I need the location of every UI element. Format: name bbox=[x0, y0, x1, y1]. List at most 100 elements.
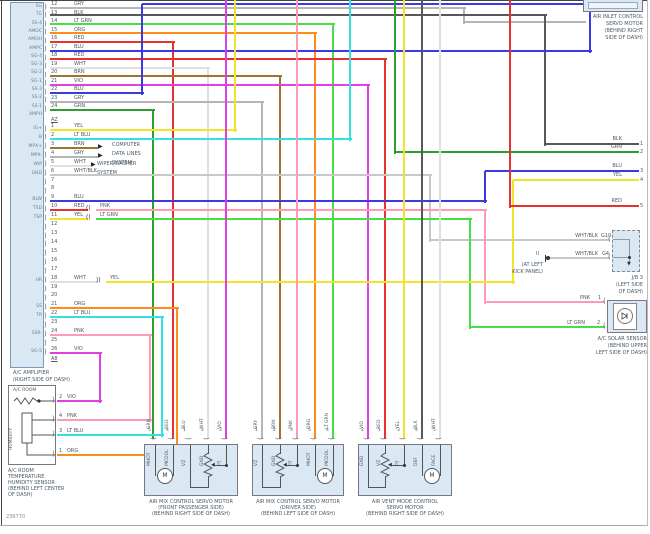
wire-ampc-blu bbox=[50, 50, 592, 52]
pin-number: 3 bbox=[59, 428, 63, 434]
ground-stake-dot bbox=[546, 256, 550, 260]
wire-top-grn bbox=[394, 0, 396, 154]
room-sensor-label-2: TEMPERATURE bbox=[8, 474, 45, 480]
servo-internal-wire bbox=[215, 464, 227, 466]
servo-internal-wire bbox=[384, 477, 386, 488]
pin-number: 18 bbox=[51, 52, 58, 58]
servo-terminal-label: VZ bbox=[254, 459, 259, 466]
pot-junction-dot bbox=[224, 463, 228, 467]
wire-b-ltblu bbox=[349, 0, 351, 141]
servo-terminal-label: PT bbox=[396, 460, 401, 466]
wire-color-label: RED bbox=[74, 203, 85, 210]
wire-hr-yel bbox=[512, 180, 514, 284]
pin-number: 12 bbox=[51, 221, 58, 228]
pin-bracket: ) bbox=[44, 62, 47, 70]
pot-wiper-arrow-icon: ◀ bbox=[388, 462, 392, 468]
wire-top-yel bbox=[403, 0, 405, 439]
jb3-label-3: OF DASH) bbox=[618, 289, 643, 295]
amplifier-pin-name: HR bbox=[35, 277, 42, 283]
servo-internal-wire bbox=[225, 445, 227, 466]
wire-tr-ltblu bbox=[57, 434, 164, 436]
wire-g4-whtblk bbox=[548, 257, 610, 259]
pin-bracket: ) bbox=[52, 449, 55, 458]
wire-tsp-ltgrn bbox=[470, 326, 605, 328]
computer-data-lines-label-2: DATA LINES bbox=[112, 151, 141, 157]
splice-wire-color-label: LT GRN bbox=[100, 212, 118, 218]
wire-ss3-blu bbox=[50, 92, 144, 94]
pin-bracket: ) bbox=[44, 19, 47, 28]
pin-number: 16 bbox=[51, 35, 58, 41]
pin-number: 4 bbox=[51, 149, 55, 156]
pin-bracket: ) bbox=[52, 395, 55, 404]
wire-wip-wht bbox=[50, 165, 91, 167]
pot-wiper-arrow-icon: ◀ bbox=[211, 462, 215, 468]
servo3-label-3: (BEHIND RIGHT SIDE OF DASH) bbox=[366, 511, 444, 517]
splice-wire-color-label: PNK bbox=[100, 203, 111, 209]
wiper-washer-label-2: SYSTEM bbox=[97, 170, 117, 176]
solar-label-3: LEFT SIDE OF DASH) bbox=[595, 350, 647, 356]
servo2-label-1: AIR MIX CONTROL SERVO MOTOR bbox=[256, 499, 340, 505]
amplifier-label-line1: A/C AMPLIFIER bbox=[13, 370, 50, 376]
edge-wire-color-label: YEL bbox=[613, 172, 622, 178]
pin-number: 18 bbox=[51, 274, 58, 281]
wire-tsp-ltgrn bbox=[469, 219, 471, 329]
pin-number: 7 bbox=[51, 176, 55, 183]
servo-pin-bracket: ) bbox=[166, 437, 175, 440]
servo-pin-bracket: ) bbox=[326, 437, 335, 440]
wire-color-label: PNK bbox=[67, 413, 78, 419]
edge-wire-pin-number: 4 bbox=[640, 177, 644, 183]
servo-internal-wire bbox=[421, 445, 423, 476]
room-sensor-humidity-label: HUMIDITY bbox=[9, 427, 14, 450]
servo-internal-wire bbox=[190, 486, 209, 488]
pin-number: 20 bbox=[51, 69, 58, 75]
wire-tsd-pnk bbox=[96, 209, 487, 211]
edge-wire-pin-number: 2 bbox=[640, 149, 644, 155]
pin-number: 21 bbox=[51, 301, 58, 308]
pin-bracket: ) bbox=[44, 70, 47, 79]
wire-hr-yel bbox=[106, 281, 515, 283]
pin-bracket: ) bbox=[44, 320, 47, 329]
pin-bracket: ) bbox=[44, 302, 47, 311]
servo-terminal-label: PT bbox=[289, 460, 294, 466]
servo-wire-color-label: BLU bbox=[182, 420, 187, 429]
wire-sg1-vio bbox=[367, 85, 369, 439]
pin-bracket: ) bbox=[44, 28, 47, 36]
wire-color-label: BLU bbox=[74, 43, 84, 50]
servo-internal-wire bbox=[189, 445, 191, 488]
pin-number: 26 bbox=[51, 346, 58, 352]
pin-number: 16 bbox=[51, 256, 58, 263]
potentiometer-zigzag-icon bbox=[380, 453, 390, 477]
jb3-wire2-color: WHT/BLK bbox=[575, 251, 598, 257]
servo-internal-wire bbox=[296, 445, 298, 466]
servo-pin-number: 4 bbox=[415, 428, 418, 433]
pin-number: 17 bbox=[51, 43, 58, 50]
pin-number: 24 bbox=[51, 103, 58, 109]
wire-color-label: BRN bbox=[74, 140, 85, 147]
splice-symbol: (( bbox=[86, 214, 91, 221]
wire-ig-yel bbox=[50, 129, 237, 131]
edge-wire-pin-number: 5 bbox=[640, 203, 644, 209]
wire-sg4-red bbox=[50, 58, 387, 60]
pin-bracket: ) bbox=[44, 338, 47, 347]
servo1-label-3: (BEHIND RIGHT SIDE OF DASH) bbox=[152, 511, 230, 517]
amplifier-pin-name: B bbox=[38, 134, 42, 140]
servo-terminal-label: VZ bbox=[182, 459, 187, 466]
solar-pin2-number: 2 bbox=[597, 320, 601, 326]
servo-terminal-label: MHOT bbox=[307, 452, 312, 466]
wire-top-wht bbox=[439, 0, 441, 439]
pin-number: 10 bbox=[51, 203, 58, 210]
servo-internal-wire bbox=[392, 464, 405, 466]
servo-pin-number: 4 bbox=[326, 428, 329, 433]
amplifier-pin-name: SS-4 bbox=[31, 20, 42, 26]
connector-id-a8: A8 bbox=[51, 356, 58, 362]
pin-number: 2 bbox=[59, 394, 63, 400]
solar-sensor-circle bbox=[617, 308, 633, 324]
pin-bracket: ) bbox=[44, 285, 47, 294]
wire-te-blk bbox=[544, 15, 546, 146]
wire-blw-blu bbox=[50, 200, 487, 202]
servo-pin-number: 3 bbox=[290, 428, 293, 433]
wire-ss1-grn bbox=[50, 109, 155, 111]
wire-hr-yel bbox=[513, 179, 639, 181]
amplifier-pin-name: AMPC bbox=[29, 45, 42, 51]
pin-bracket: ) bbox=[44, 311, 47, 320]
